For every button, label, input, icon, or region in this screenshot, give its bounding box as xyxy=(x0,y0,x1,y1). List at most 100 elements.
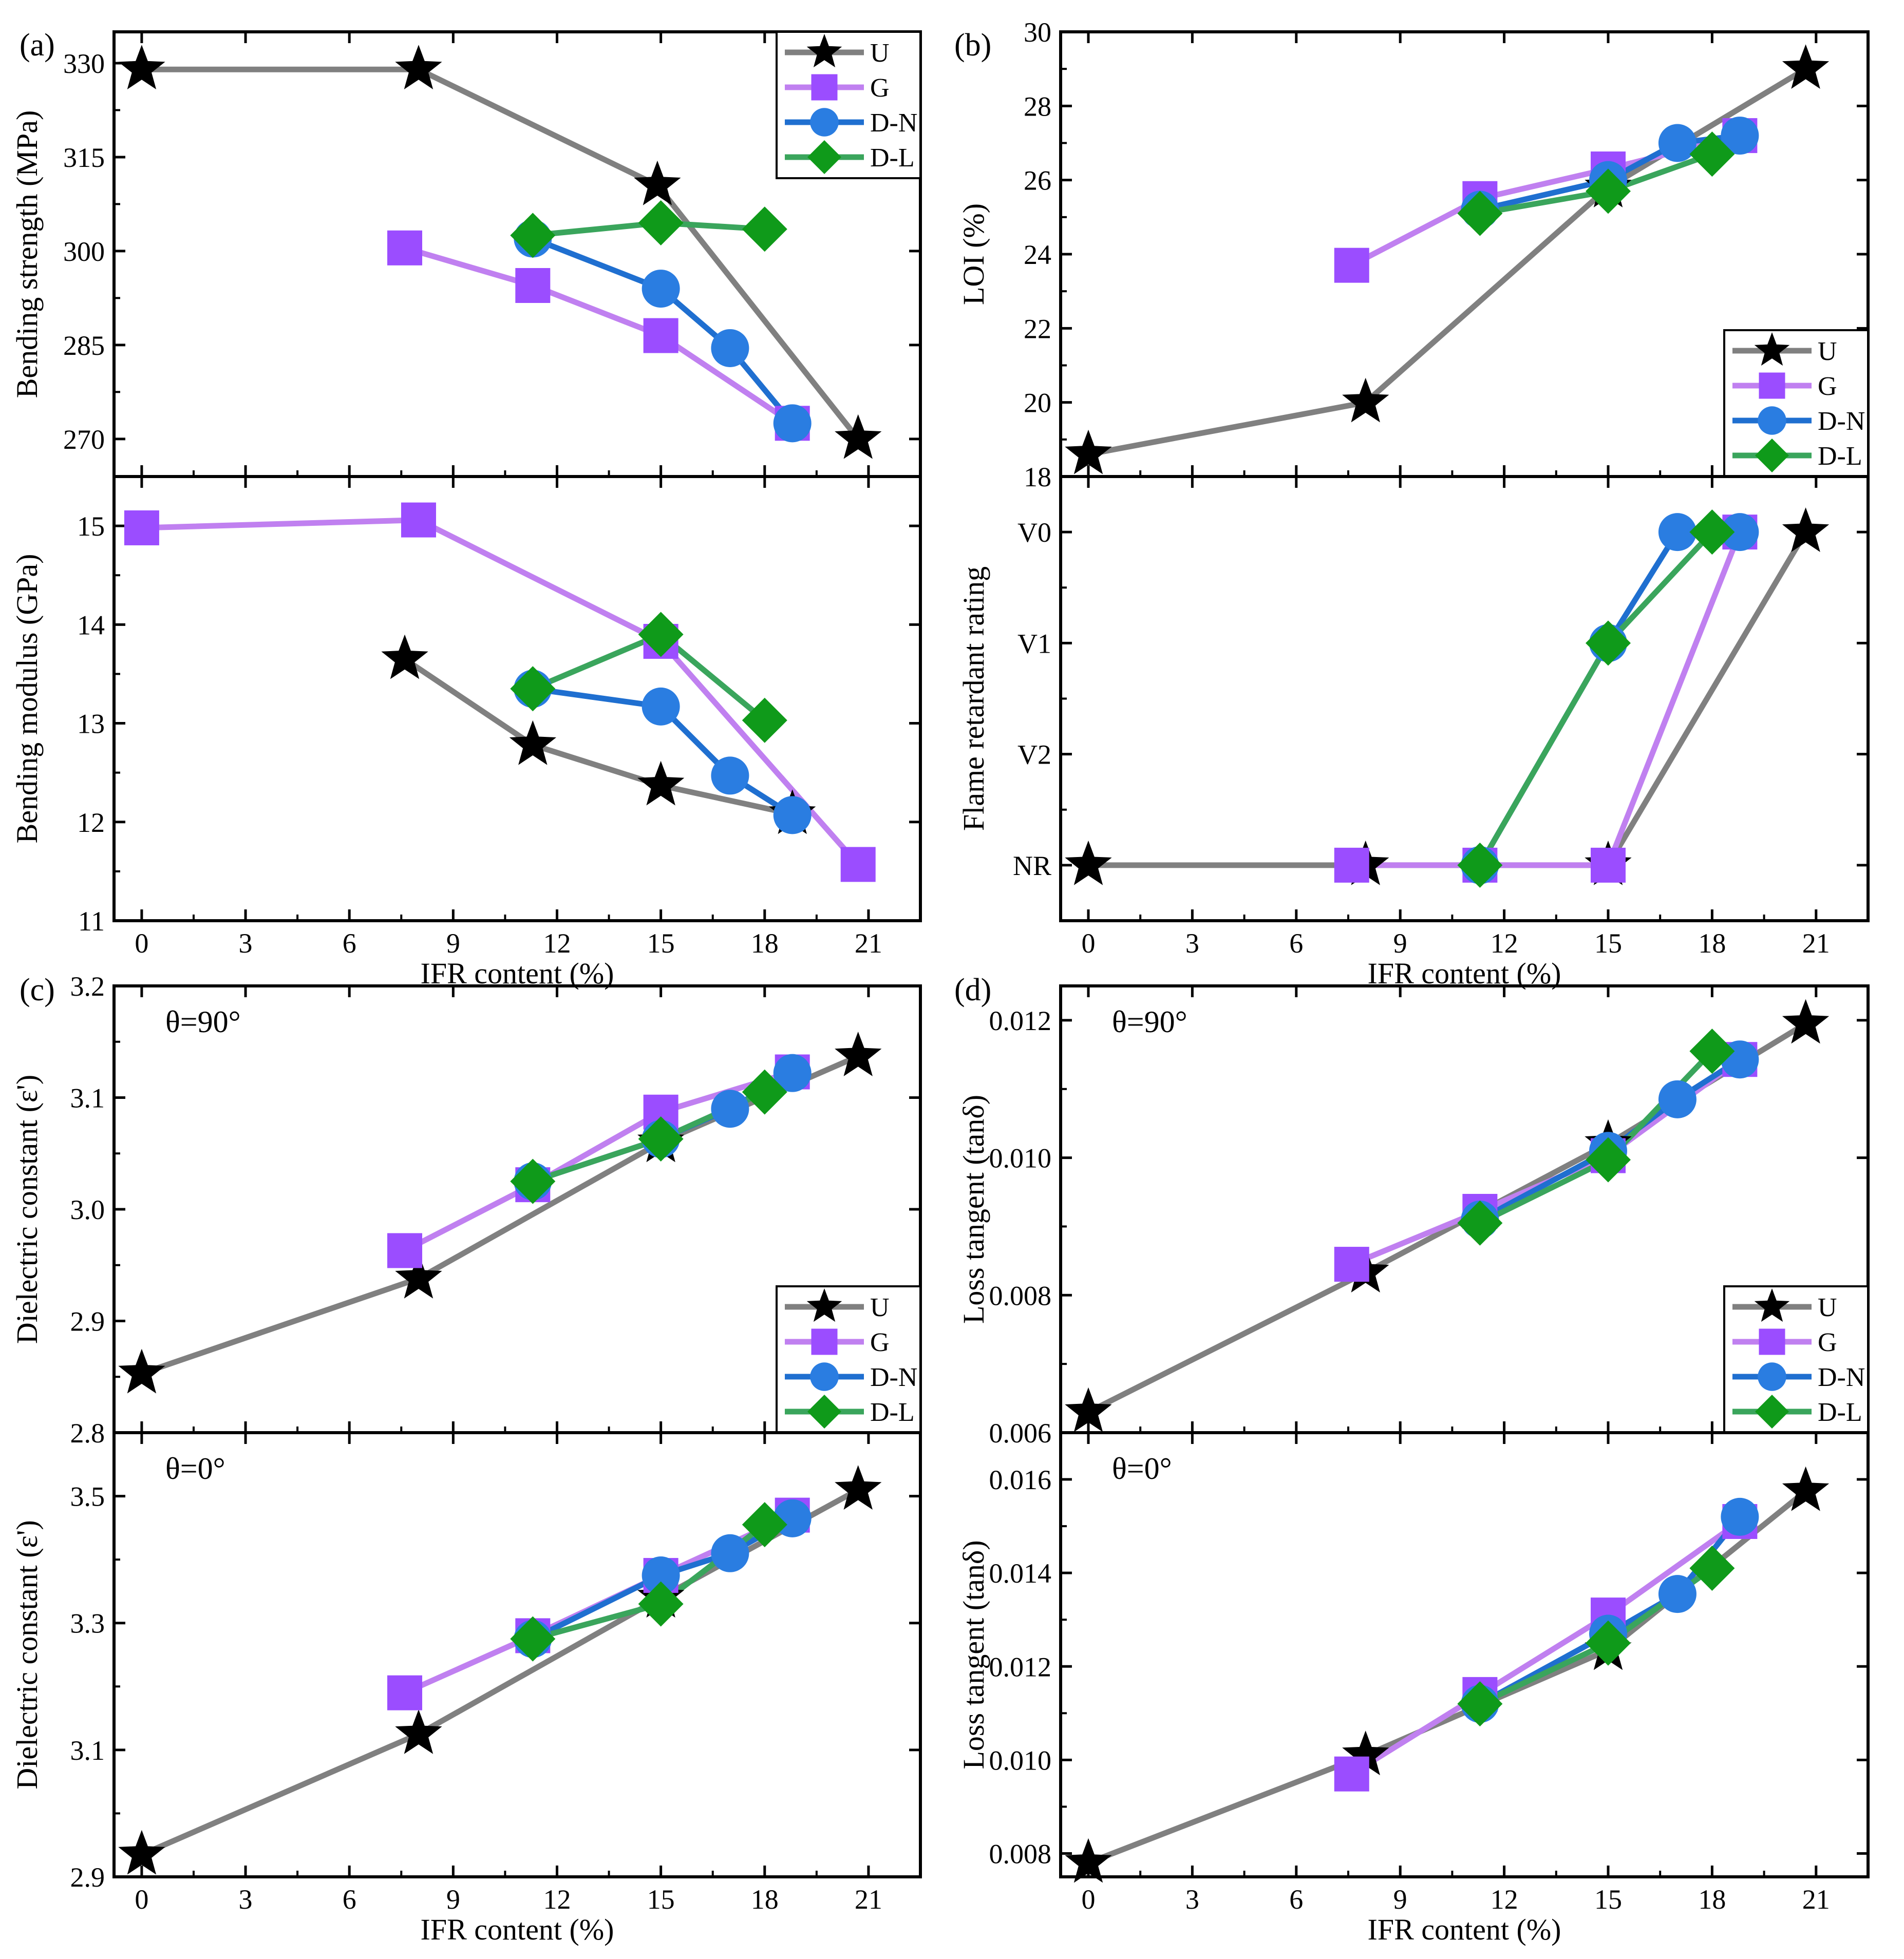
y-tick-label: V0 xyxy=(1017,517,1051,548)
x-tick-label: 3 xyxy=(239,1884,253,1915)
data-point-d-l xyxy=(510,1158,556,1204)
legend-label-d-n: D-N xyxy=(1818,407,1865,436)
legend-marker-u xyxy=(806,1288,842,1322)
series-line-u xyxy=(139,66,861,442)
legend-box xyxy=(776,31,921,179)
legend-marker-d-l xyxy=(807,140,841,174)
legend-marker-d-n xyxy=(1758,406,1786,435)
legend-marker-g xyxy=(1759,1328,1785,1355)
data-point-d-l xyxy=(742,697,787,743)
legend-marker-d-l xyxy=(1755,439,1789,472)
x-tick-label: 6 xyxy=(1289,928,1303,959)
x-tick-label: 6 xyxy=(343,1884,356,1915)
y-tick-label: 24 xyxy=(1024,239,1051,270)
y-axis-label: LOI (%) xyxy=(957,203,990,305)
panel-label-c: (c) xyxy=(20,973,55,1007)
x-tick-label: 18 xyxy=(751,1884,779,1915)
data-point-u xyxy=(118,45,165,89)
data-point-d-l xyxy=(742,206,787,252)
y-axis-label: Loss tangent (tanδ) xyxy=(957,1095,990,1324)
y-tick-label: 3.1 xyxy=(70,1083,105,1114)
x-tick-label: 12 xyxy=(543,928,571,959)
series-line-g xyxy=(1349,529,1743,868)
data-point-d-n xyxy=(711,329,749,367)
data-point-d-l xyxy=(1457,191,1503,236)
x-tick-label: 15 xyxy=(647,1884,675,1915)
series-line-d-n xyxy=(530,236,796,426)
y-tick-label: 0.012 xyxy=(989,1005,1052,1036)
data-point-u xyxy=(1065,429,1112,474)
data-point-u xyxy=(1065,840,1112,885)
legend-marker-g xyxy=(1759,372,1785,399)
y-tick-label: NR xyxy=(1013,850,1051,881)
legend-marker-d-n xyxy=(810,1362,839,1391)
data-point-u xyxy=(118,1348,165,1394)
data-point-u xyxy=(381,634,428,679)
data-point-g xyxy=(1334,847,1369,883)
x-tick-label: 21 xyxy=(855,1884,882,1915)
legend-label-d-n: D-N xyxy=(870,1363,917,1392)
legend-marker-d-l xyxy=(1755,1395,1789,1429)
data-point-u xyxy=(835,1465,882,1510)
data-point-u xyxy=(835,1032,882,1076)
data-point-u xyxy=(637,760,685,806)
y-axis-label: Loss tangent (tanδ) xyxy=(957,1540,990,1769)
x-tick-label: 12 xyxy=(543,1884,571,1915)
legend-box xyxy=(1723,329,1869,478)
series-line-g xyxy=(1349,1518,1743,1777)
data-point-u xyxy=(395,1253,442,1299)
x-tick-label: 12 xyxy=(1491,1884,1518,1915)
y-tick-label: 0.010 xyxy=(989,1745,1052,1776)
plot-c_bottom: 0 3 6 9 12 15 18 21 2.9 3.1 3.3 3.5 Dielectric const… xyxy=(10,1431,922,1946)
data-point-d-n xyxy=(773,1054,812,1092)
plot-b_bottom: 0 3 6 9 12 15 18 21 NR V2 V1 V0 Flame retardant rati… xyxy=(957,475,1870,990)
y-tick-label: 0.006 xyxy=(989,1418,1052,1449)
data-point-d-n xyxy=(1721,1497,1759,1536)
legend: UG D-N D-L xyxy=(776,1285,921,1434)
data-point-d-l xyxy=(1585,168,1631,214)
x-tick-label: 0 xyxy=(135,928,148,959)
x-tick-label: 9 xyxy=(446,1884,460,1915)
data-point-g xyxy=(1334,1756,1369,1792)
plot-frame xyxy=(112,475,922,922)
data-point-u xyxy=(1065,1387,1112,1432)
data-point-g xyxy=(840,847,876,882)
angle-annotation: θ=0° xyxy=(165,1452,225,1486)
legend-label-g: G xyxy=(870,73,890,103)
data-point-d-n xyxy=(711,1534,749,1572)
data-point-d-l xyxy=(638,1116,684,1162)
data-point-d-l xyxy=(1689,1546,1735,1591)
data-point-u xyxy=(1342,1730,1389,1776)
x-tick-label: 12 xyxy=(1491,928,1518,959)
plot-frame xyxy=(1059,1431,1870,1878)
plot-frame xyxy=(112,1431,922,1878)
data-point-d-l xyxy=(1585,620,1631,666)
plot-c_top: 2.8 2.9 3.0 3.1 3.2 Dielectric constant (ε') θ… xyxy=(10,971,922,1449)
y-tick-label: 285 xyxy=(63,330,105,361)
data-point-d-n xyxy=(1658,124,1696,162)
legend-box xyxy=(776,1285,921,1434)
y-tick-label: 3.0 xyxy=(70,1194,105,1225)
data-point-g xyxy=(1334,1247,1369,1282)
y-tick-label: 3.5 xyxy=(70,1481,105,1512)
data-point-d-l xyxy=(638,612,684,657)
x-tick-label: 3 xyxy=(1185,1884,1199,1915)
y-axis-label: Bending modulus (GPa) xyxy=(10,554,44,844)
y-tick-label: 0.008 xyxy=(989,1280,1052,1311)
legend-label-g: G xyxy=(870,1328,890,1357)
legend-box xyxy=(1723,1285,1869,1434)
series-line-g xyxy=(139,517,861,867)
y-axis-label: Flame retardant rating xyxy=(957,566,990,831)
data-point-d-n xyxy=(1721,117,1759,155)
legend-marker-g xyxy=(811,74,838,101)
data-point-g xyxy=(387,1233,423,1268)
data-point-g xyxy=(643,318,678,353)
data-point-d-l xyxy=(1585,1620,1631,1666)
legend-label-u: U xyxy=(870,39,890,68)
data-point-g xyxy=(1590,847,1626,883)
legend-label-d-n: D-N xyxy=(1818,1363,1865,1392)
angle-annotation: θ=90° xyxy=(165,1005,241,1039)
series-line-u xyxy=(1085,66,1809,458)
legend: UG D-N D-L xyxy=(1723,329,1869,478)
data-point-d-n xyxy=(1721,513,1759,551)
